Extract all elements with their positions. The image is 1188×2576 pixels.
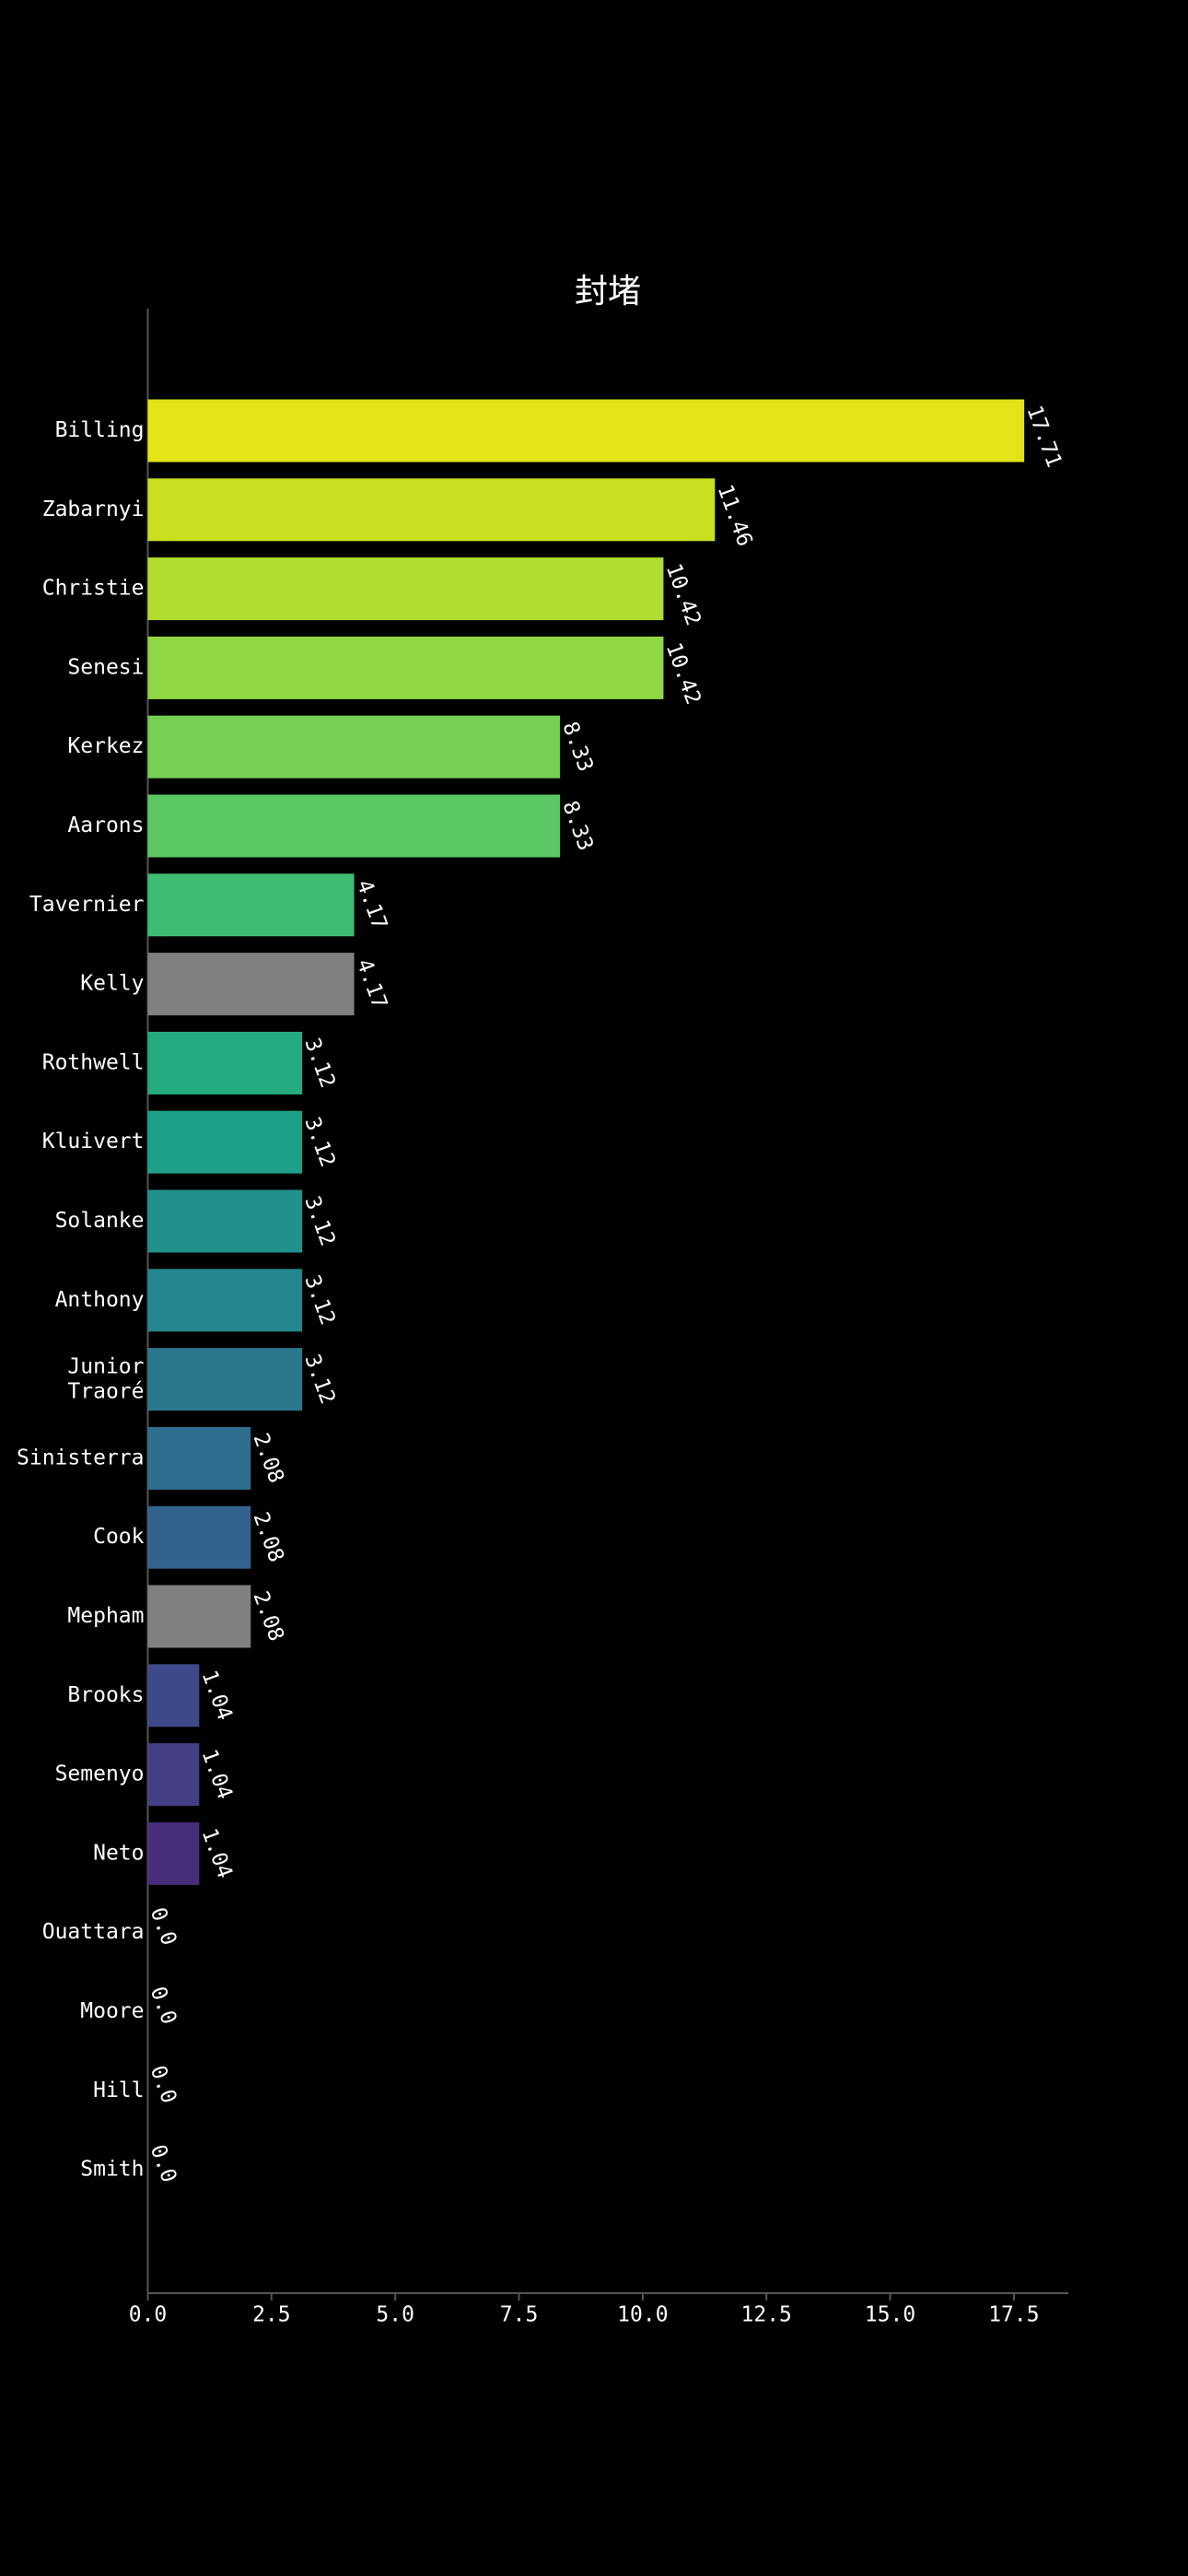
y-tick-label: Semenyo	[55, 1762, 145, 1786]
value-label: 17.71	[1021, 403, 1066, 471]
y-tick-label: Billing	[55, 418, 145, 442]
y-tick-label: Mepham	[67, 1604, 144, 1628]
value-label: 3.12	[299, 1351, 339, 1407]
value-label: 8.33	[557, 798, 597, 854]
bar	[147, 1585, 251, 1648]
x-tick-label: 0.0	[129, 2303, 168, 2327]
value-label: 8.33	[557, 719, 597, 775]
bar	[147, 1664, 200, 1727]
bar	[147, 794, 561, 858]
value-label: 10.42	[661, 560, 705, 628]
bar	[147, 1743, 200, 1807]
y-tick-label: Kluivert	[42, 1130, 145, 1153]
x-tick-label: 2.5	[252, 2303, 291, 2327]
y-tick-label: Zabarnyi	[42, 498, 145, 521]
bar	[147, 1269, 303, 1332]
value-label: 3.12	[299, 1114, 339, 1170]
y-tick-label: Neto	[93, 1841, 144, 1865]
x-tick-label: 10.0	[617, 2303, 668, 2327]
y-tick-label: Tavernier	[29, 893, 145, 917]
x-tick-label: 17.5	[988, 2303, 1039, 2327]
bar	[147, 873, 355, 937]
x-tick-label: 15.0	[865, 2303, 915, 2327]
bar	[147, 1505, 251, 1569]
y-tick-label: Christie	[42, 577, 145, 601]
y-tick-label: Rothwell	[42, 1050, 145, 1074]
bar	[147, 1821, 200, 1885]
value-label: 1.04	[197, 1668, 237, 1724]
y-tick-label: Hill	[93, 2078, 144, 2102]
y-tick-label: Aarons	[67, 814, 144, 837]
y-tick-label: Sinisterra	[17, 1446, 144, 1469]
y-tick-label: Junior Traoré	[67, 1354, 144, 1403]
value-label: 3.12	[299, 1193, 339, 1249]
value-label: 2.08	[249, 1509, 288, 1565]
y-tick-label: Moore	[80, 1999, 144, 2023]
bar	[147, 557, 664, 621]
y-tick-label: Smith	[80, 2158, 144, 2182]
bar	[147, 1110, 303, 1174]
y-tick-label: Solanke	[55, 1209, 145, 1233]
bar	[147, 953, 355, 1016]
x-tick-label: 7.5	[500, 2303, 539, 2327]
value-label: 0.0	[146, 1904, 181, 1949]
y-tick-label: Kerkez	[67, 734, 144, 758]
value-label: 0.0	[146, 2063, 181, 2107]
x-tick-label: 5.0	[376, 2303, 414, 2327]
bar	[147, 1348, 303, 1411]
y-tick-label: Ouattara	[42, 1920, 145, 1944]
value-label: 3.12	[299, 1272, 339, 1329]
bar	[147, 399, 1025, 463]
y-tick-label: Kelly	[80, 972, 144, 996]
bar	[147, 1189, 303, 1253]
value-label: 0.0	[146, 2141, 181, 2185]
chart-title: 封堵	[575, 273, 641, 310]
y-tick-label: Senesi	[67, 655, 144, 679]
value-label: 4.17	[352, 877, 391, 933]
value-label: 1.04	[197, 1746, 237, 1802]
value-label: 4.17	[352, 955, 391, 1012]
x-tick-label: 12.5	[741, 2303, 792, 2327]
y-tick-label: Cook	[93, 1525, 145, 1549]
bar	[147, 636, 664, 699]
value-label: 2.08	[249, 1588, 288, 1645]
y-tick-label: Anthony	[55, 1288, 145, 1312]
bar	[147, 1031, 303, 1095]
value-label: 3.12	[299, 1035, 339, 1091]
value-label: 10.42	[661, 639, 705, 708]
value-label: 11.46	[713, 482, 757, 550]
bar	[147, 715, 561, 779]
bar	[147, 1426, 251, 1490]
value-label: 2.08	[249, 1430, 288, 1486]
value-label: 0.0	[146, 1984, 181, 2028]
value-label: 1.04	[197, 1825, 237, 1881]
bar	[147, 478, 716, 542]
y-tick-label: Brooks	[67, 1683, 144, 1707]
